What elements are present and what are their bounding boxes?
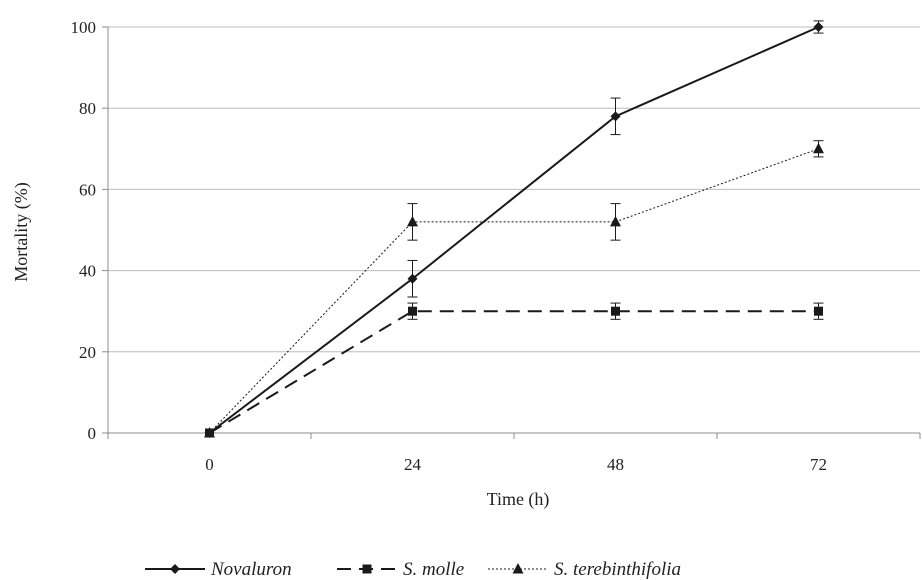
series-line xyxy=(208,310,819,434)
data-point xyxy=(814,306,823,316)
legend-label: Novaluron xyxy=(210,559,292,580)
legend-label: S. molle xyxy=(403,559,464,580)
legend: Novaluron S. molle S. terebinthifolia xyxy=(145,559,681,580)
y-tick-label: 20 xyxy=(79,343,96,362)
y-tick-label: 40 xyxy=(79,262,96,281)
x-tick-label: 0 xyxy=(205,455,214,474)
data-point xyxy=(407,273,418,284)
y-tick-label: 60 xyxy=(79,180,96,199)
y-tick-label: 100 xyxy=(71,18,97,37)
legend-item: S. terebinthifolia xyxy=(488,559,681,580)
x-tick-labels: 0 24 48 72 xyxy=(205,455,827,474)
y-tick-label: 0 xyxy=(88,424,97,443)
data-point xyxy=(611,306,620,316)
data-point xyxy=(408,306,417,316)
data-point xyxy=(610,111,621,122)
legend-marker xyxy=(170,564,180,574)
y-axis-title: Mortality (%) xyxy=(11,182,32,281)
x-tick-label: 72 xyxy=(810,455,827,474)
legend-marker xyxy=(512,563,524,574)
x-axis-title: Time (h) xyxy=(487,489,550,510)
data-point xyxy=(610,215,621,227)
series-diamond xyxy=(204,20,824,438)
gridlines xyxy=(108,26,920,353)
series-triangle xyxy=(204,140,824,438)
series-line xyxy=(208,26,819,434)
axes xyxy=(102,26,921,439)
legend-item: Novaluron xyxy=(145,559,292,580)
y-tick-label: 80 xyxy=(79,99,96,118)
x-tick-label: 24 xyxy=(404,455,422,474)
x-tick-label: 48 xyxy=(607,455,624,474)
legend-marker xyxy=(362,564,372,574)
legend-item: S. molle xyxy=(337,559,464,580)
series-square xyxy=(205,302,824,438)
data-point xyxy=(204,427,215,438)
y-tick-labels: 0 20 40 60 80 100 xyxy=(71,18,97,443)
data-point xyxy=(813,142,824,154)
legend-label: S. terebinthifolia xyxy=(554,559,681,580)
series-group xyxy=(204,20,824,438)
data-point xyxy=(407,215,418,227)
data-point xyxy=(813,22,824,32)
series-line xyxy=(209,148,819,434)
